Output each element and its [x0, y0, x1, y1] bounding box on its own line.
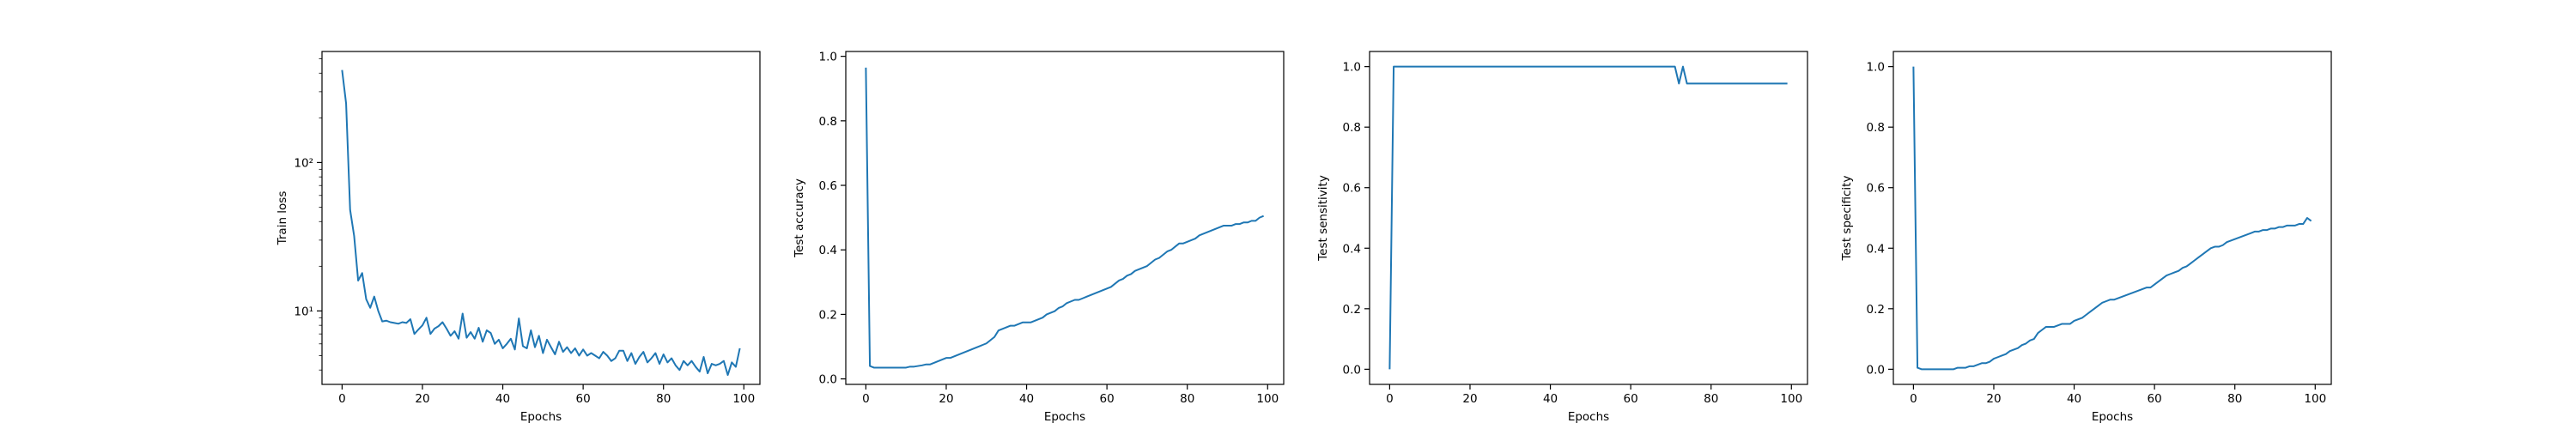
y-tick-label: 0.8	[1343, 121, 1361, 135]
x-tick-label: 0	[1910, 392, 1917, 406]
plot-frame	[845, 51, 1285, 385]
y-axis-label: Test specificity	[1840, 176, 1854, 262]
x-tick-label: 20	[939, 392, 953, 406]
y-tick-label: 0.2	[1867, 303, 1885, 317]
x-tick-label: 0	[862, 392, 870, 406]
series-line-1	[865, 67, 1264, 369]
x-tick-label: 100	[2304, 392, 2326, 406]
y-tick-label: 0.0	[819, 373, 837, 387]
chart-3: 0 20 40 60 80 100 0.0 0.2 0.4 0.6 0.8 1.0 Epochs Test…	[1316, 51, 1808, 424]
series-line-1	[1388, 65, 1788, 370]
x-axis-label: Epochs	[1044, 410, 1085, 424]
y-tick-label: 0.4	[1343, 242, 1361, 256]
y-tick-label: 0.8	[819, 115, 837, 129]
x-tick-label: 100	[1256, 392, 1279, 406]
y-tick-label: 1.0	[1867, 61, 1885, 75]
y-tick-label: 0.2	[819, 308, 837, 322]
y-axis-label: Train loss	[276, 191, 289, 246]
y-axis-label: Test sensitivity	[1316, 175, 1330, 262]
y-tick-label: 1.0	[1343, 61, 1361, 75]
chart-4: 0 20 40 60 80 100 0.0 0.2 0.4 0.6 0.8 1.0 Epochs Test…	[1840, 51, 2332, 424]
x-axis-label: Epochs	[520, 410, 562, 424]
y-tick-label: 0.4	[1867, 242, 1885, 256]
y-tick-label: 0.2	[1343, 303, 1361, 317]
x-tick-label: 80	[2227, 392, 2242, 406]
y-tick-label: 0.8	[1867, 121, 1885, 135]
chart-2: 0 20 40 60 80 100 0.0 0.2 0.4 0.6 0.8 1.0 Epochs Test…	[793, 51, 1285, 424]
x-tick-label: 40	[1543, 392, 1558, 406]
y-tick-label: 0.0	[1867, 363, 1885, 377]
x-tick-label: 20	[1462, 392, 1477, 406]
y-tick-label: 0.6	[1343, 182, 1361, 196]
x-tick-label: 0	[338, 392, 346, 406]
y-tick-label: 10²	[294, 156, 313, 170]
x-axis-label: Epochs	[1568, 410, 1609, 424]
y-tick-label: 0.6	[819, 179, 837, 193]
y-tick-label: 0.6	[1867, 182, 1885, 196]
plot-frame	[321, 51, 761, 385]
y-tick-label: 1.0	[819, 51, 837, 64]
x-tick-label: 100	[1780, 392, 1802, 406]
x-tick-label: 60	[1624, 392, 1638, 406]
y-tick-label: 10¹	[294, 305, 313, 318]
x-tick-label: 80	[1704, 392, 1718, 406]
x-tick-label: 40	[495, 392, 510, 406]
y-tick-label: 0.4	[819, 244, 837, 257]
y-axis-label: Test accuracy	[793, 178, 806, 258]
series-line-1	[1912, 66, 2312, 371]
plot-frame	[1893, 51, 2332, 385]
x-tick-label: 60	[2148, 392, 2162, 406]
x-axis-label: Epochs	[2092, 410, 2133, 424]
x-tick-label: 60	[1100, 392, 1115, 406]
y-tick-label: 0.0	[1343, 363, 1361, 377]
x-tick-label: 40	[1019, 392, 1034, 406]
x-tick-label: 100	[732, 392, 755, 406]
x-tick-label: 40	[2067, 392, 2081, 406]
x-tick-label: 80	[1180, 392, 1194, 406]
series-line-1	[341, 69, 741, 377]
x-tick-label: 80	[656, 392, 671, 406]
plot-frame	[1369, 51, 1808, 385]
x-tick-label: 60	[576, 392, 591, 406]
chart-1: 0 20 40 60 80 100 10¹ 10² Epochs Train loss	[276, 51, 761, 424]
x-tick-label: 20	[415, 392, 429, 406]
x-tick-label: 0	[1386, 392, 1394, 406]
x-tick-label: 20	[1986, 392, 2001, 406]
